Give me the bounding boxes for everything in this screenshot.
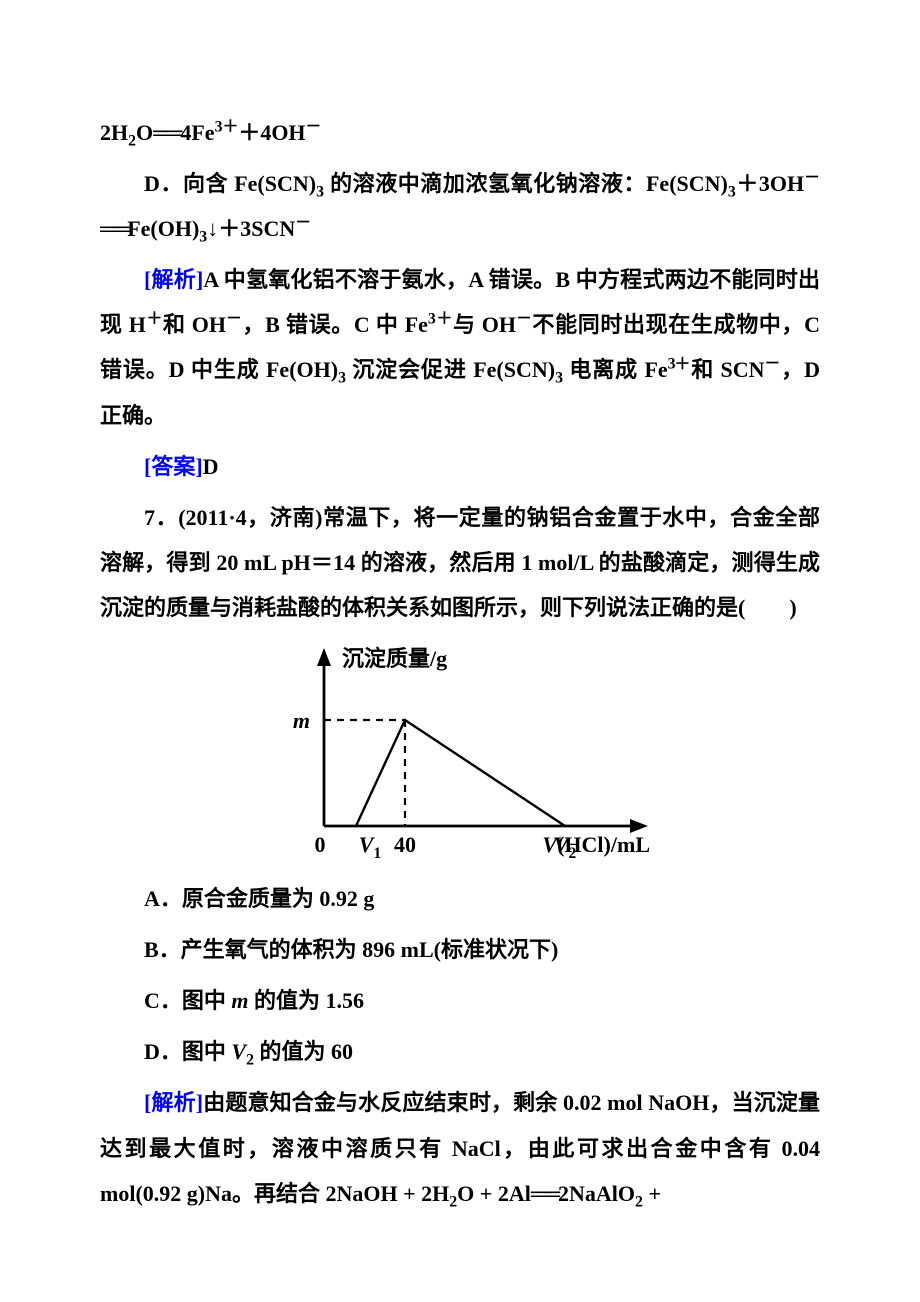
svg-text:沉淀质量/g: 沉淀质量/g bbox=[342, 646, 447, 671]
svg-text:V(HCl)/mL: V(HCl)/mL bbox=[542, 832, 650, 857]
svg-text:V1: V1 bbox=[359, 832, 381, 862]
svg-text:40: 40 bbox=[394, 832, 416, 857]
precipitate-chart: 沉淀质量/gm0V140V2V(HCl)/mL bbox=[240, 636, 680, 866]
analysis-label-2: [解析] bbox=[144, 1090, 203, 1115]
analysis-7: [解析]由题意知合金与水反应结束时，剩余 0.02 mol NaOH，当沉淀量达… bbox=[100, 1080, 820, 1215]
svg-text:m: m bbox=[293, 708, 310, 733]
analysis-6: [解析]A 中氢氧化铝不溶于氨水，A 错误。B 中方程式两边不能同时出现 H＋和… bbox=[100, 257, 820, 437]
q7-stem: 7．(2011·4，济南)常温下，将一定量的钠铝合金置于水中，合金全部溶解，得到… bbox=[100, 495, 820, 630]
svg-text:0: 0 bbox=[315, 832, 326, 857]
option-d: D．向含 Fe(SCN)3 的溶液中滴加浓氢氧化钠溶液：Fe(SCN)3＋3OH… bbox=[100, 161, 820, 251]
answer-value: D bbox=[203, 454, 219, 479]
q7-option-d: D．图中 V2 的值为 60 bbox=[100, 1029, 820, 1074]
q7-figure: 沉淀质量/gm0V140V2V(HCl)/mL bbox=[100, 636, 820, 866]
q7-option-b: B．产生氧气的体积为 896 mL(标准状况下) bbox=[100, 927, 820, 972]
q7-option-a: A．原合金质量为 0.92 g bbox=[100, 876, 820, 921]
page: 2H2O══4Fe3＋＋4OH－ D．向含 Fe(SCN)3 的溶液中滴加浓氢氧… bbox=[0, 0, 920, 1302]
answer-6: [答案]D bbox=[100, 444, 820, 489]
analysis-label: [解析] bbox=[144, 267, 203, 292]
answer-label: [答案] bbox=[144, 454, 203, 479]
q7-option-c: C．图中 m 的值为 1.56 bbox=[100, 978, 820, 1023]
eq-continuation: 2H2O══4Fe3＋＋4OH－ bbox=[100, 110, 820, 155]
